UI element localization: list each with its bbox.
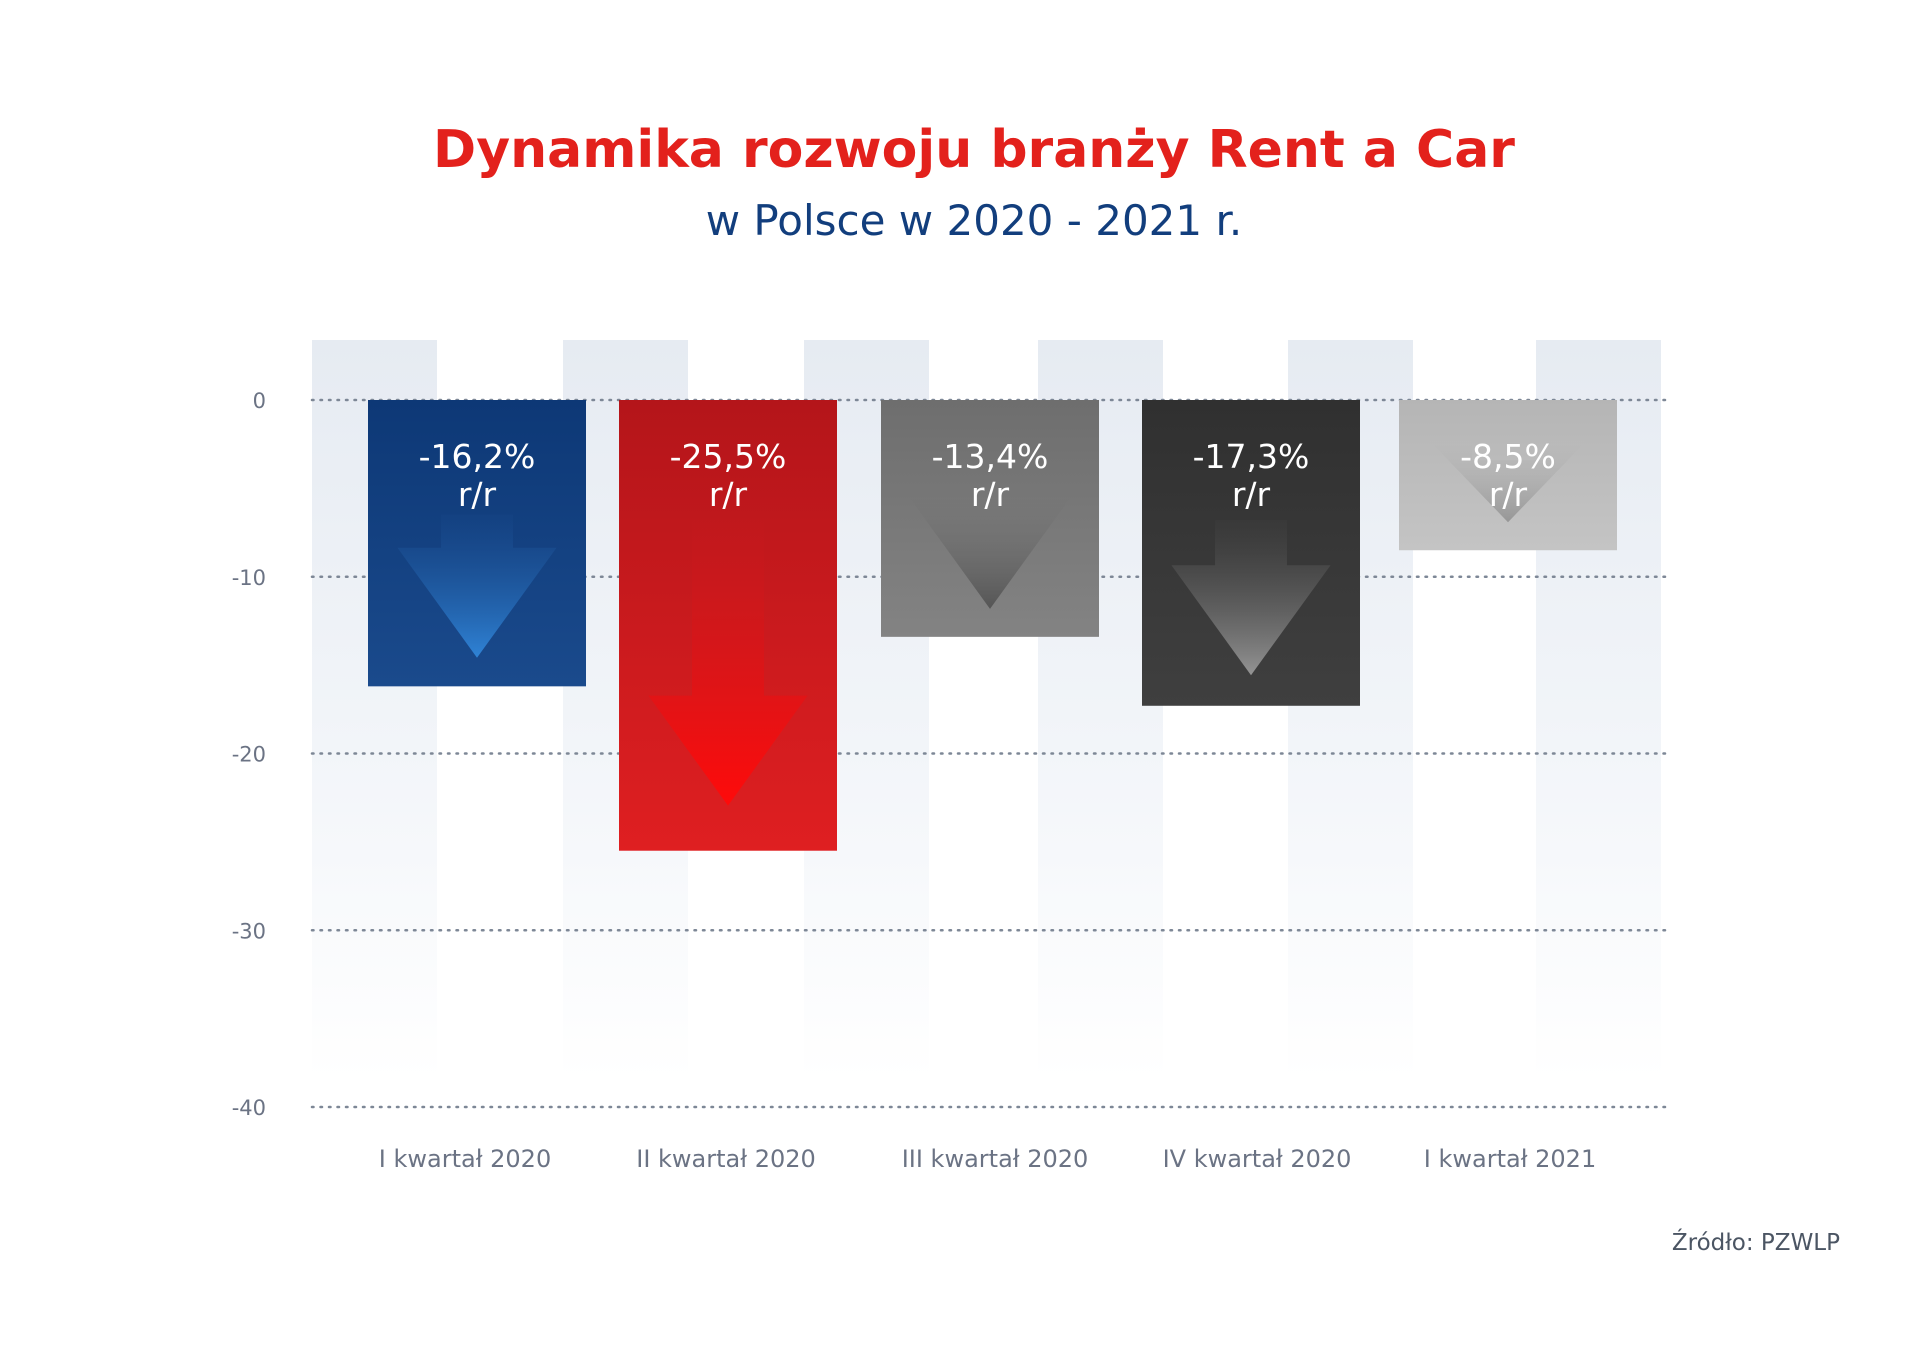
bar-value-suffix: r/r <box>709 475 748 514</box>
source-note: Źródło: PZWLP <box>1671 1230 1840 1256</box>
chart-subtitle: w Polsce w 2020 - 2021 r. <box>705 196 1243 245</box>
y-tick-label: -10 <box>232 566 266 590</box>
y-tick-label: -30 <box>232 919 266 943</box>
bar-value-label: -13,4% <box>932 437 1049 476</box>
y-tick-label: -20 <box>232 743 266 767</box>
bar-group: -13,4%r/r <box>881 400 1099 637</box>
bar-value-label: -8,5% <box>1460 437 1556 476</box>
bar-group: -8,5%r/r <box>1399 400 1617 551</box>
bar-value-suffix: r/r <box>1232 475 1271 514</box>
y-tick-label: 0 <box>253 389 266 413</box>
down-arrow-icon <box>910 494 1070 609</box>
x-tick-label: I kwartał 2020 <box>379 1145 551 1173</box>
bar-value-suffix: r/r <box>1489 475 1528 514</box>
bar-group: -16,2%r/r <box>368 400 586 687</box>
x-tick-label: II kwartał 2020 <box>636 1145 816 1173</box>
chart-title: Dynamika rozwoju branży Rent a Car <box>433 120 1515 180</box>
bar-value-label: -16,2% <box>419 437 536 476</box>
down-arrow-icon <box>1428 439 1588 523</box>
bar-group: -17,3%r/r <box>1142 400 1360 706</box>
bar-value-suffix: r/r <box>971 475 1010 514</box>
x-tick-label: IV kwartał 2020 <box>1163 1145 1352 1173</box>
bar-value-label: -25,5% <box>670 437 787 476</box>
down-arrow-icon <box>648 520 808 806</box>
y-tick-label: -40 <box>232 1096 266 1120</box>
bar-value-suffix: r/r <box>458 475 497 514</box>
down-arrow-icon <box>397 514 557 658</box>
down-arrow-icon <box>1171 520 1331 676</box>
bar-value-label: -17,3% <box>1193 437 1310 476</box>
bar-group: -25,5%r/r <box>619 400 837 851</box>
x-tick-label: I kwartał 2021 <box>1424 1145 1596 1173</box>
x-tick-label: III kwartał 2020 <box>902 1145 1089 1173</box>
